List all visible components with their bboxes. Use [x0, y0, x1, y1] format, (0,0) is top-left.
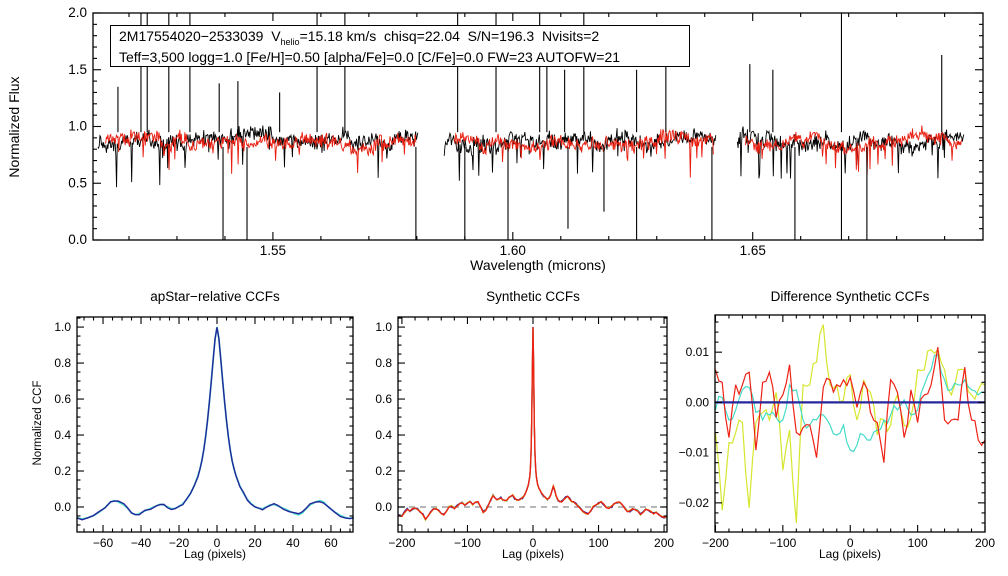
x-tick-label: 200 — [654, 536, 674, 550]
x-tick-label: 40 — [286, 536, 300, 550]
x-tick-label: 100 — [908, 536, 928, 550]
series-combined-synth-ccf — [398, 327, 668, 521]
synth-panel: −200 −100 0 100 200 0.0 0.2 0.4 0.6 0.8 1.0 — [375, 316, 674, 550]
diff-panel: −200 −100 0 100 200 0.01 0.00 −0.01 −0.02 — [679, 314, 995, 550]
y-tick-label: 2.0 — [68, 5, 87, 20]
y-tick-label: 0.0 — [54, 500, 71, 514]
y-tick-label: 0.6 — [54, 392, 71, 406]
y-tick-label: 0.4 — [54, 428, 71, 442]
diff-panel-title: Difference Synthetic CCFs — [770, 289, 930, 304]
apstar-axes-frame — [76, 316, 354, 533]
y-tick-label: 0.4 — [375, 428, 392, 442]
x-tick-label: −100 — [769, 536, 796, 550]
star-info-box: 2M17554020−2533039 Vhelio=15.18 km/s chi… — [110, 25, 690, 67]
series-visit-ccf — [76, 326, 355, 520]
star-info-line1: 2M17554020−2533039 Vhelio=15.18 km/s chi… — [119, 28, 600, 47]
y-tick-label: 0.00 — [686, 395, 710, 409]
synth-panel-title: Synthetic CCFs — [486, 289, 580, 304]
y-tick-label: 0.8 — [375, 356, 392, 370]
x-tick-label: 0 — [530, 536, 537, 550]
spectrum-panel: 1.55 1.60 1.65 0.0 0.5 1.0 1.5 2.0 — [68, 5, 984, 258]
y-tick-label: 0.5 — [68, 175, 87, 190]
series-synthetic-spectrum — [745, 125, 962, 175]
series-observed-spectrum — [97, 125, 419, 188]
x-tick-label: 200 — [975, 536, 995, 550]
y-tick-label: 0.2 — [54, 464, 71, 478]
synth-x-axis-title: Lag (pixels) — [501, 547, 565, 561]
series-synthetic-spectrum — [453, 129, 714, 178]
y-tick-label: 0.8 — [54, 356, 71, 370]
series-diff-ccf-visit1 — [714, 324, 986, 524]
y-tick-label: 0.6 — [375, 392, 392, 406]
y-tick-label: 0.01 — [686, 345, 710, 359]
x-tick-label: −200 — [388, 536, 415, 550]
x-tick-label: 100 — [589, 536, 609, 550]
spectrum-x-axis-title: Wavelength (microns) — [470, 257, 606, 273]
y-tick-label: 1.0 — [375, 320, 392, 334]
y-tick-label: 0.0 — [375, 500, 392, 514]
x-tick-label: −40 — [131, 536, 152, 550]
x-tick-label: 20 — [248, 536, 262, 550]
series-synthetic-spectrum — [104, 129, 417, 174]
vhelio-subscript: helio — [280, 36, 300, 47]
x-tick-label: −200 — [702, 536, 729, 550]
y-tick-label: 0.0 — [68, 232, 87, 247]
y-tick-label: 1.0 — [54, 320, 71, 334]
spectrum-y-axis-title: Normalized Flux — [6, 76, 22, 178]
y-tick-label: 1.0 — [68, 119, 87, 134]
x-tick-label: −60 — [93, 536, 114, 550]
apstar-panel-title: apStar−relative CCFs — [150, 289, 280, 304]
x-tick-label: −20 — [169, 536, 190, 550]
x-tick-label: 1.55 — [260, 243, 286, 258]
x-tick-label: −100 — [454, 536, 481, 550]
x-tick-label: 1.60 — [500, 243, 526, 258]
x-tick-label: 0 — [847, 536, 854, 550]
diff-x-axis-title: Lag (pixels) — [818, 547, 882, 561]
ccf-y-axis-title: Normalized CCF — [32, 380, 44, 466]
series-combined-ccf — [76, 327, 354, 521]
x-tick-label: 0 — [214, 536, 221, 550]
star-info-line2: Teff=3,500 logg=1.0 [Fe/H]=0.50 [alpha/F… — [119, 48, 621, 65]
x-tick-label: 60 — [324, 536, 338, 550]
y-tick-label: −0.01 — [679, 446, 710, 460]
x-tick-label: 1.65 — [740, 243, 766, 258]
y-tick-label: −0.02 — [679, 496, 710, 510]
apstar-panel: −60 −40 −20 0 20 40 60 0.0 0.2 0.4 0.6 0.8 1.0 — [54, 316, 355, 550]
y-tick-label: 1.5 — [68, 62, 87, 77]
y-tick-label: 0.2 — [375, 464, 392, 478]
series-observed-spectrum — [736, 126, 965, 179]
series-diff-ccf-combined — [714, 347, 986, 463]
apstar-x-axis-title: Lag (pixels) — [183, 547, 247, 561]
